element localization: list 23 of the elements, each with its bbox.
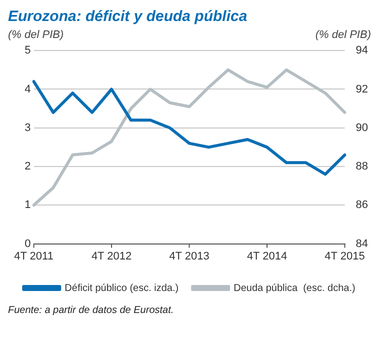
legend-label: Deuda pública (esc. dcha.) [234, 282, 356, 294]
x-tick-label: 4T 2014 [246, 250, 288, 262]
x-tick-label: 4T 2012 [91, 250, 132, 262]
y-axis-title: (% del PIB) [8, 29, 64, 41]
y-tick-label: 1 [24, 199, 31, 212]
y2-tick-label: 94 [356, 44, 368, 57]
x-tick-label: 4T 2013 [169, 250, 210, 262]
y2-tick-label: 88 [356, 160, 368, 173]
y-tick-label: 3 [24, 122, 31, 134]
y2-tick-label: 92 [356, 83, 368, 96]
y2-tick-label: 84 [356, 238, 368, 250]
legend-label: Déficit público (esc. izda.) [64, 282, 179, 294]
y-tick-label: 5 [24, 44, 31, 57]
chart-title: Eurozona: déficit y deuda pública [8, 8, 248, 25]
source-note: Fuente: a partir de datos de Eurostat. [8, 305, 175, 316]
y2-tick-label: 86 [356, 199, 368, 212]
y-tick-label: 4 [24, 83, 31, 96]
y-tick-label: 0 [24, 238, 31, 250]
y2-tick-label: 90 [356, 122, 368, 134]
y-tick-label: 2 [24, 160, 31, 173]
x-tick-label: 4T 2011 [14, 250, 54, 262]
y2-axis-title: (% del PIB) [315, 29, 371, 41]
x-tick-label: 4T 2015 [324, 250, 365, 262]
